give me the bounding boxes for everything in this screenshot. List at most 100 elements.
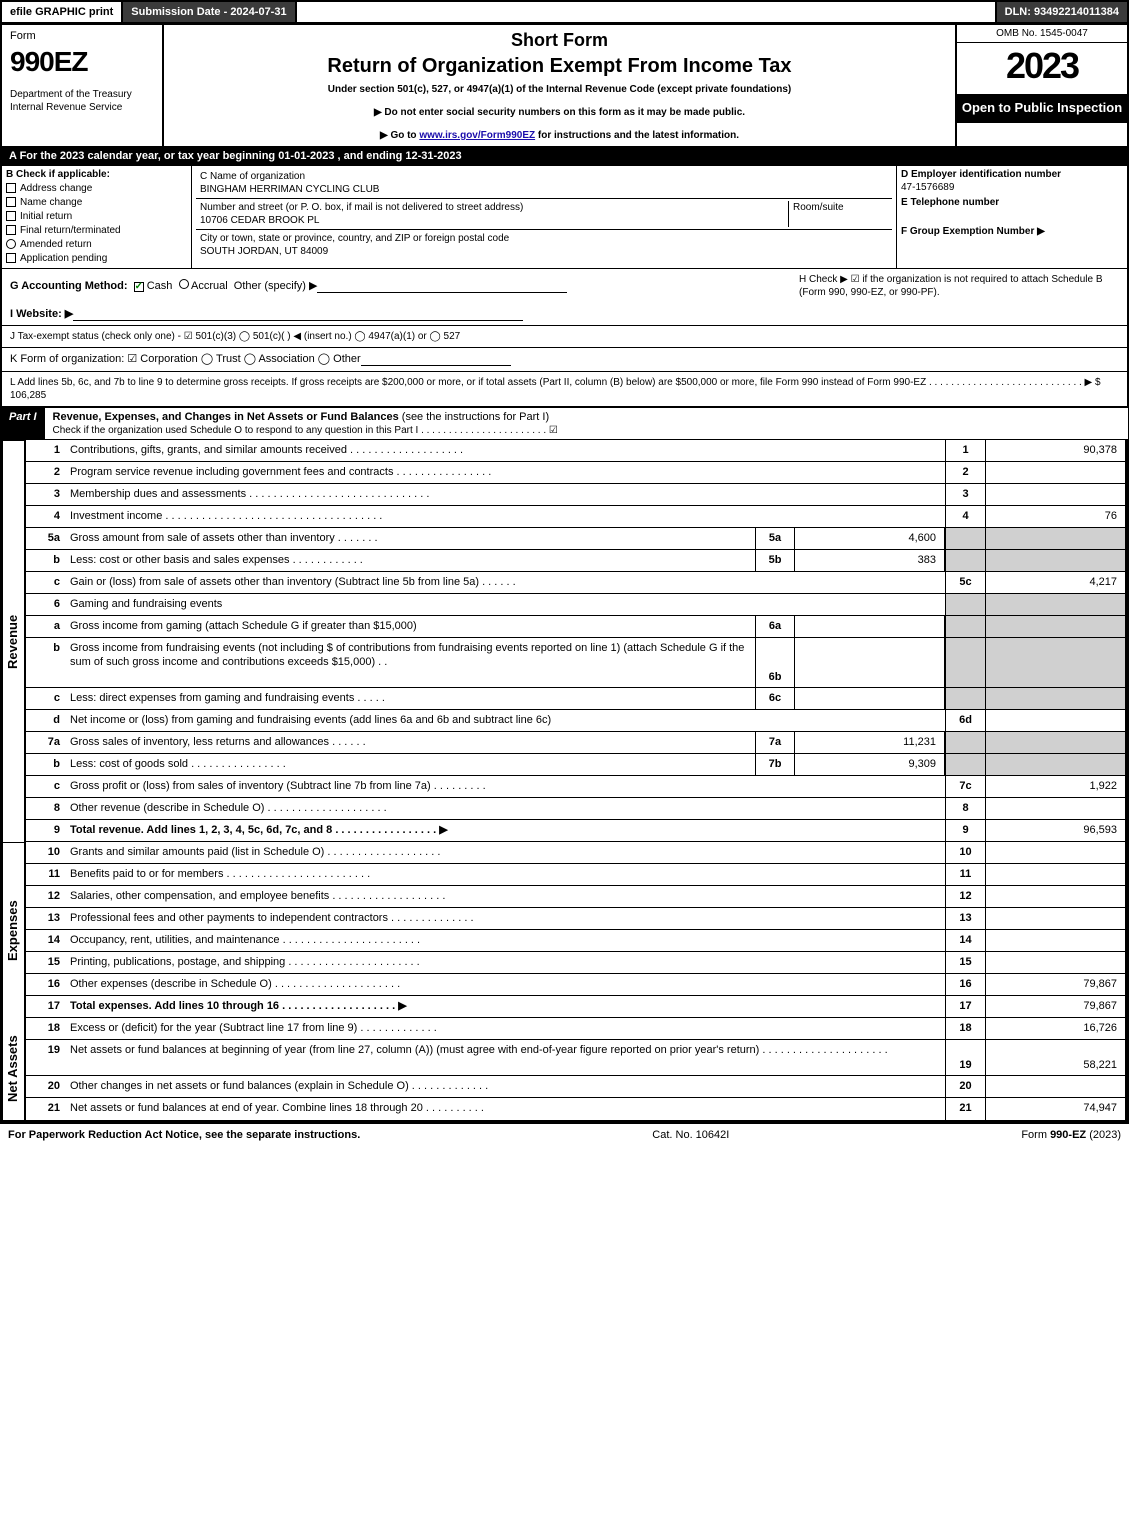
part-1-check-note: Check if the organization used Schedule … [53, 424, 1120, 437]
part-1-title-text: Revenue, Expenses, and Changes in Net As… [53, 411, 399, 423]
l6b-ref-grey [945, 638, 985, 687]
other-method-input[interactable] [317, 279, 567, 293]
l19-ref: 19 [945, 1040, 985, 1075]
l6-val-grey [985, 594, 1125, 615]
l6a-sv [795, 616, 945, 637]
l7a-desc: Gross sales of inventory, less returns a… [66, 732, 755, 753]
addr-label: Number and street (or P. O. box, if mail… [200, 201, 788, 214]
l5a-val-grey [985, 528, 1125, 549]
l12-desc: Salaries, other compensation, and employ… [66, 886, 945, 907]
chk-cash[interactable] [134, 282, 144, 292]
l9-val: 96,593 [985, 820, 1125, 841]
l11-num: 11 [26, 864, 66, 885]
l2-desc: Program service revenue including govern… [66, 462, 945, 483]
l6a-val-grey [985, 616, 1125, 637]
l4-ref: 4 [945, 506, 985, 527]
chk-accrual[interactable] [179, 279, 189, 289]
l6d-num: d [26, 710, 66, 731]
lbl-application-pending: Application pending [20, 252, 107, 265]
lbl-cash: Cash [147, 280, 173, 292]
l5c-ref: 5c [945, 572, 985, 593]
l15-val [985, 952, 1125, 973]
l7b-num: b [26, 754, 66, 775]
website-input[interactable] [73, 307, 523, 321]
l19-desc: Net assets or fund balances at beginning… [66, 1040, 945, 1075]
l18-val: 16,726 [985, 1018, 1125, 1039]
department: Department of the Treasury Internal Reve… [10, 88, 154, 114]
line-i-label: I Website: ▶ [10, 307, 73, 321]
l5b-desc: Less: cost or other basis and sales expe… [66, 550, 755, 571]
chk-amended-return[interactable] [6, 239, 16, 249]
l1-val: 90,378 [985, 440, 1125, 461]
l6b-num: b [26, 638, 66, 687]
form-number: 990EZ [10, 44, 154, 80]
l13-num: 13 [26, 908, 66, 929]
dln: DLN: 93492214011384 [995, 2, 1127, 22]
chk-final-return[interactable] [6, 225, 16, 235]
l6-num: 6 [26, 594, 66, 615]
l8-val [985, 798, 1125, 819]
l6b-sub: 6b [755, 638, 795, 687]
l5b-val-grey [985, 550, 1125, 571]
header-middle: Short Form Return of Organization Exempt… [162, 25, 957, 145]
l20-num: 20 [26, 1076, 66, 1097]
l6a-num: a [26, 616, 66, 637]
expenses-side-label: Expenses [2, 842, 24, 1018]
part-1-label: Part I [1, 408, 45, 439]
l16-val: 79,867 [985, 974, 1125, 995]
title-short-form: Short Form [172, 29, 947, 52]
box-b: B Check if applicable: Address change Na… [2, 166, 192, 268]
l20-val [985, 1076, 1125, 1097]
l20-ref: 20 [945, 1076, 985, 1097]
l14-num: 14 [26, 930, 66, 951]
line-g-label: G Accounting Method: [10, 280, 128, 292]
ein: 47-1576689 [901, 181, 1123, 194]
box-c: C Name of organization BINGHAM HERRIMAN … [192, 166, 897, 268]
l21-val: 74,947 [985, 1098, 1125, 1120]
irs-link[interactable]: www.irs.gov/Form990EZ [419, 130, 535, 141]
l5c-desc: Gain or (loss) from sale of assets other… [66, 572, 945, 593]
l15-desc: Printing, publications, postage, and shi… [66, 952, 945, 973]
footer-paperwork: For Paperwork Reduction Act Notice, see … [8, 1128, 360, 1142]
l5a-desc: Gross amount from sale of assets other t… [66, 528, 755, 549]
l5a-sv: 4,600 [795, 528, 945, 549]
l6c-sv [795, 688, 945, 709]
box-e-label: E Telephone number [901, 196, 1123, 209]
city-label: City or town, state or province, country… [200, 232, 888, 245]
l5b-sub: 5b [755, 550, 795, 571]
l7a-num: 7a [26, 732, 66, 753]
l10-ref: 10 [945, 842, 985, 863]
note2-suffix: for instructions and the latest informat… [535, 130, 739, 141]
note2-prefix: ▶ Go to [380, 130, 419, 141]
l1-ref: 1 [945, 440, 985, 461]
chk-address-change[interactable] [6, 183, 16, 193]
l18-desc: Excess or (deficit) for the year (Subtra… [66, 1018, 945, 1039]
header-left: Form 990EZ Department of the Treasury In… [2, 25, 162, 145]
lbl-initial-return: Initial return [20, 210, 72, 223]
l6d-val [985, 710, 1125, 731]
other-org-input[interactable] [361, 352, 511, 366]
l7c-val: 1,922 [985, 776, 1125, 797]
chk-name-change[interactable] [6, 197, 16, 207]
l6d-desc: Net income or (loss) from gaming and fun… [66, 710, 945, 731]
l1-desc: Contributions, gifts, grants, and simila… [66, 440, 945, 461]
chk-application-pending[interactable] [6, 253, 16, 263]
l18-ref: 18 [945, 1018, 985, 1039]
chk-initial-return[interactable] [6, 211, 16, 221]
l10-num: 10 [26, 842, 66, 863]
line-j: J Tax-exempt status (check only one) - ☑… [0, 325, 1129, 347]
footer: For Paperwork Reduction Act Notice, see … [0, 1122, 1129, 1146]
l20-desc: Other changes in net assets or fund bala… [66, 1076, 945, 1097]
l5c-num: c [26, 572, 66, 593]
l13-ref: 13 [945, 908, 985, 929]
l7a-sv: 11,231 [795, 732, 945, 753]
l21-desc: Net assets or fund balances at end of ye… [66, 1098, 945, 1120]
l7a-val-grey [985, 732, 1125, 753]
l21-ref: 21 [945, 1098, 985, 1120]
efile-label[interactable]: efile GRAPHIC print [2, 2, 123, 22]
footer-form-suffix: (2023) [1086, 1129, 1121, 1141]
lbl-other-method: Other (specify) ▶ [234, 280, 318, 292]
l8-desc: Other revenue (describe in Schedule O) .… [66, 798, 945, 819]
line-k: K Form of organization: ☑ Corporation ◯ … [0, 347, 1129, 370]
submission-date: Submission Date - 2024-07-31 [123, 2, 296, 22]
